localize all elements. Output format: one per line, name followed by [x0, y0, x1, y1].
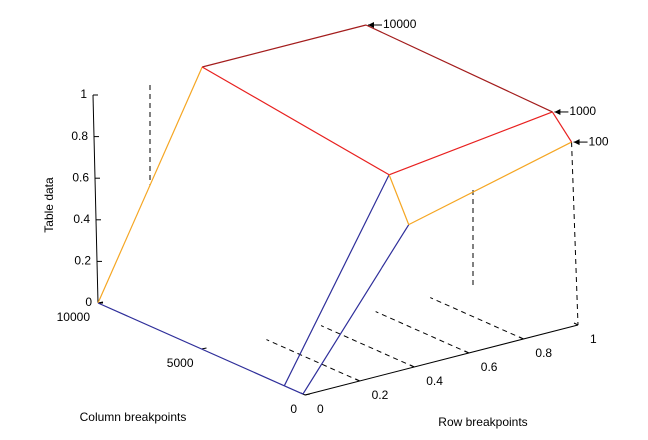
- annotation-arrowhead: [554, 108, 561, 115]
- y-axis-label: Column breakpoints: [80, 410, 187, 424]
- mesh-line: [284, 385, 304, 395]
- annotation-arrowhead: [368, 22, 374, 28]
- mesh-line: [388, 174, 410, 225]
- grid-line: [320, 325, 415, 368]
- dashed-edge: [571, 142, 579, 326]
- z-tick-label: 0.6: [72, 170, 89, 184]
- y-tick: [304, 393, 311, 396]
- annotation: 100: [589, 134, 609, 148]
- x-tick-label: 1: [590, 332, 597, 346]
- mesh-line: [408, 141, 572, 226]
- y-tick-label: 0: [290, 402, 297, 416]
- annotation: 10000: [383, 17, 417, 31]
- annotation-arrowhead: [573, 139, 580, 146]
- x-tick: [519, 336, 524, 340]
- mesh-line: [283, 174, 390, 387]
- x-tick-label: 0.4: [426, 374, 443, 388]
- annotation: 1000: [569, 104, 596, 118]
- z-tick-label: 1: [80, 87, 87, 101]
- mesh-line: [202, 24, 367, 68]
- z-axis-line: [92, 94, 99, 304]
- hidden-edges: [149, 85, 474, 285]
- mesh-line: [302, 224, 410, 395]
- mesh-line: [97, 302, 285, 387]
- mesh-line: [551, 111, 573, 143]
- x-tick-label: 0.2: [372, 388, 389, 402]
- x-tick-label: 0: [317, 402, 324, 416]
- x-axis-label: Row breakpoints: [438, 415, 527, 429]
- x-tick: [409, 364, 415, 368]
- grid-line: [375, 311, 470, 354]
- z-tick-label: 0.8: [71, 129, 88, 143]
- grid-line: [430, 297, 524, 340]
- x-tick-label: 0.8: [535, 346, 552, 360]
- y-tick-label: 10000: [57, 310, 91, 324]
- x-axis-line: [304, 324, 579, 396]
- z-axis-label: Table data: [42, 177, 56, 233]
- x-tick: [355, 378, 360, 382]
- grid-line: [266, 339, 360, 382]
- x-tick: [464, 350, 470, 354]
- z-tick-label: 0.2: [74, 254, 91, 268]
- y-tick-label: 5000: [167, 356, 194, 370]
- z-tick-label: 0: [85, 295, 92, 309]
- mesh-line: [388, 111, 553, 176]
- z-tick-label: 0.4: [73, 212, 90, 226]
- x-tick: [573, 322, 579, 326]
- mesh-line: [201, 66, 390, 176]
- x-tick-label: 0.6: [481, 360, 498, 374]
- mesh-line: [365, 24, 553, 113]
- mesh-line: [97, 66, 203, 304]
